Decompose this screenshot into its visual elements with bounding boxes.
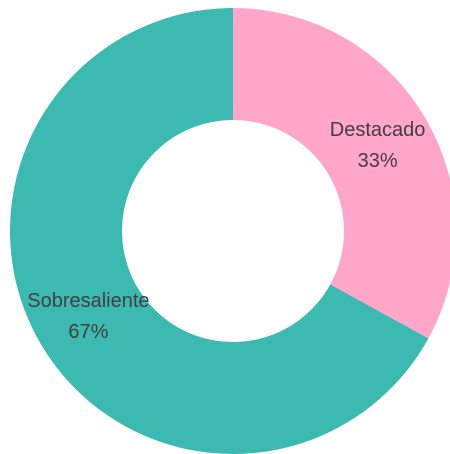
slice-value-label: 33% bbox=[358, 150, 398, 172]
slice-value-label: 67% bbox=[68, 321, 108, 343]
slice-label: Destacado bbox=[330, 119, 426, 141]
donut-slice bbox=[233, 8, 450, 339]
slice-label: Sobresaliente bbox=[27, 290, 149, 312]
donut-slice bbox=[10, 8, 429, 454]
